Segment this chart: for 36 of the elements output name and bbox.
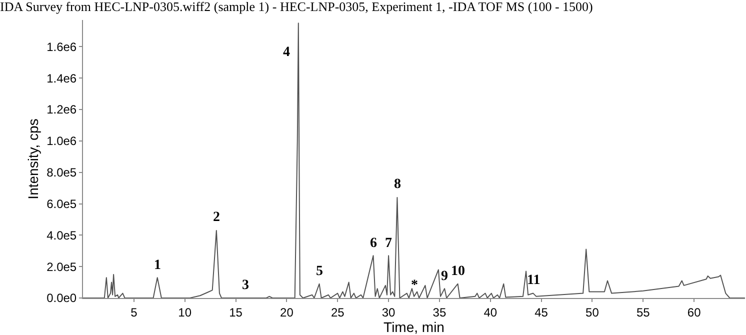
y-tick-label: 8.0e5 [46,166,77,180]
y-tick-label: 1.2e6 [46,102,77,117]
annotation: 4 [283,45,290,60]
x-tick-label: 30 [382,305,396,320]
annotation: * [411,278,418,293]
y-tick-label: 1.0e6 [46,134,77,148]
x-axis-title: Time, min [384,319,444,335]
x-tick-label: 60 [687,305,702,320]
y-tick-label: 0.0e0 [46,291,77,306]
annotation: 1 [154,258,161,273]
x-tick-label: 50 [586,305,600,320]
annotation: 7 [385,236,392,251]
annotation: 2 [213,210,220,225]
annotation: 5 [316,264,323,279]
annotation: 11 [527,273,540,288]
y-tick-label: 4.0e5 [46,228,77,242]
annotation: 6 [370,236,377,251]
y-axis-title: Intensity, cps [25,118,42,200]
x-tick-label: 40 [484,305,498,320]
x-tick-label: 55 [636,305,650,320]
y-tick-label: 6.0e5 [46,196,77,211]
x-tick-label: 15 [229,305,243,320]
x-tick-label: 20 [280,305,294,320]
x-tick-label: 45 [534,305,548,320]
annotation: 8 [394,177,401,192]
y-tick-label: 2.0e5 [46,260,77,274]
annotation: 3 [242,278,249,293]
y-tick-label: 1.6e6 [46,40,77,54]
y-tick-label: 1.4e6 [46,71,77,86]
x-tick-label: 10 [178,305,192,320]
chart-title: IDA Survey from HEC-LNP-0305.wiff2 (sample 1) - HEC-LNP-0305, Experiment 1, -IDA TOF MS (100 - 1500) [0,0,593,14]
x-tick-label: 5 [130,305,138,320]
x-tick-label: 35 [432,305,446,320]
x-tick-label: 25 [330,305,345,320]
annotation: 9 [441,269,448,284]
annotation: 10 [451,264,465,279]
